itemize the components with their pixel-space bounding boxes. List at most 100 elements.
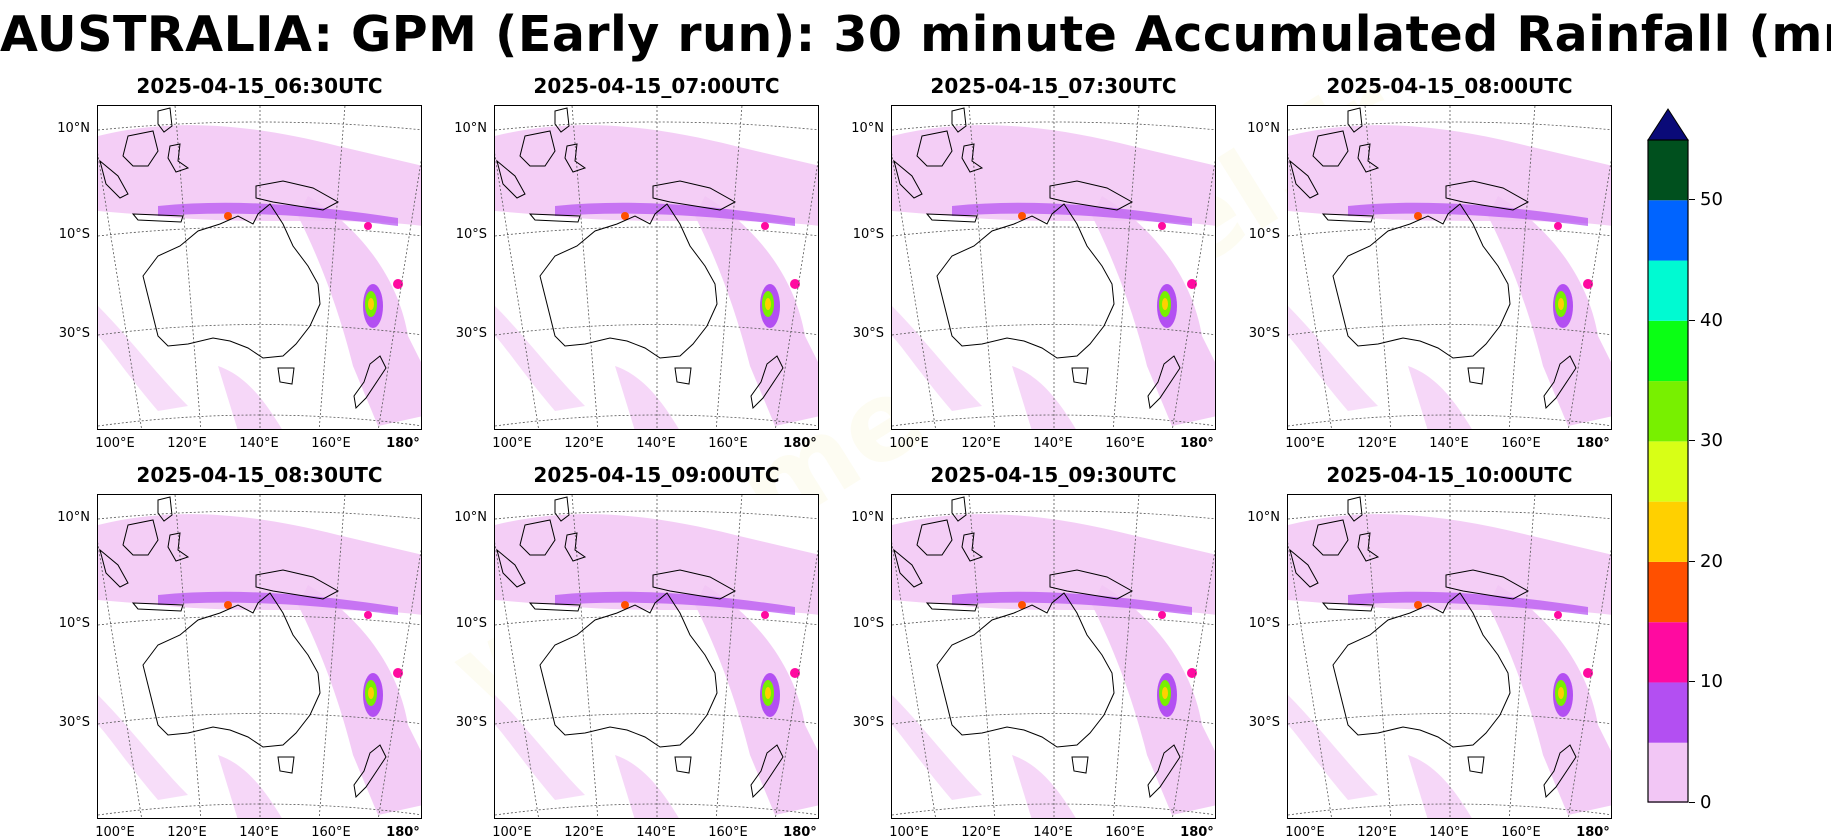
panel-title: 2025-04-15_06:30UTC bbox=[136, 74, 383, 98]
coastlines bbox=[496, 496, 784, 799]
longitude-label: 100°E bbox=[1285, 436, 1325, 451]
colorbar-bin bbox=[1648, 682, 1688, 743]
latitude-label: 10°S bbox=[1248, 227, 1280, 242]
latitude-label: 10°S bbox=[852, 227, 884, 242]
rainfall-map-panel bbox=[494, 494, 819, 819]
coastlines bbox=[1289, 107, 1577, 410]
colorbar-extend-arrow bbox=[1647, 108, 1689, 141]
colorbar-bin bbox=[1648, 561, 1688, 623]
longitude-label: 180° bbox=[1180, 825, 1214, 840]
longitude-label: 120°E bbox=[961, 825, 1001, 840]
latitude-label: 10°N bbox=[1247, 510, 1280, 525]
longitude-label: 160°E bbox=[311, 436, 351, 451]
latitude-label: 30°S bbox=[1248, 715, 1280, 730]
longitude-label: 180° bbox=[1576, 825, 1610, 840]
longitude-label: 100°E bbox=[889, 825, 929, 840]
latitude-label: 10°N bbox=[454, 121, 487, 136]
longitude-label: 140°E bbox=[636, 436, 676, 451]
panel-title: 2025-04-15_09:30UTC bbox=[930, 463, 1177, 487]
longitude-label: 100°E bbox=[1285, 825, 1325, 840]
latitude-label: 30°S bbox=[58, 326, 90, 341]
latitude-label: 10°N bbox=[851, 121, 884, 136]
longitude-label: 140°E bbox=[636, 825, 676, 840]
colorbar-tick-mark bbox=[1689, 319, 1695, 321]
graticule bbox=[98, 495, 421, 818]
longitude-label: 160°E bbox=[708, 436, 748, 451]
colorbar bbox=[1647, 108, 1689, 803]
latitude-label: 10°S bbox=[852, 616, 884, 631]
coastlines bbox=[893, 107, 1181, 410]
colorbar-tick-mark bbox=[1689, 440, 1695, 442]
colorbar-bin bbox=[1648, 140, 1688, 201]
longitude-label: 180° bbox=[386, 436, 420, 451]
longitude-label: 140°E bbox=[1429, 825, 1469, 840]
longitude-label: 100°E bbox=[95, 436, 135, 451]
longitude-label: 140°E bbox=[1033, 825, 1073, 840]
latitude-label: 30°S bbox=[455, 715, 487, 730]
latitude-label: 10°N bbox=[1247, 121, 1280, 136]
rainfall-field bbox=[892, 125, 1215, 429]
longitude-label: 140°E bbox=[239, 825, 279, 840]
longitude-label: 100°E bbox=[492, 436, 532, 451]
longitude-label: 160°E bbox=[1501, 436, 1541, 451]
longitude-label: 180° bbox=[1576, 436, 1610, 451]
longitude-label: 160°E bbox=[1501, 825, 1541, 840]
rainfall-map-panel bbox=[97, 105, 422, 430]
latitude-label: 10°N bbox=[454, 510, 487, 525]
latitude-label: 30°S bbox=[852, 715, 884, 730]
rainfall-map-panel bbox=[1287, 105, 1612, 430]
latitude-label: 10°S bbox=[455, 227, 487, 242]
longitude-label: 160°E bbox=[1105, 436, 1145, 451]
longitude-label: 120°E bbox=[167, 825, 207, 840]
coastlines bbox=[496, 107, 784, 410]
coastlines bbox=[1289, 496, 1577, 799]
longitude-label: 120°E bbox=[1357, 436, 1397, 451]
rainfall-map-panel bbox=[494, 105, 819, 430]
colorbar-bin bbox=[1648, 320, 1688, 382]
latitude-label: 10°S bbox=[455, 616, 487, 631]
colorbar-tick-label: 20 bbox=[1700, 550, 1723, 572]
colorbar-tick-mark bbox=[1689, 199, 1695, 201]
longitude-label: 100°E bbox=[95, 825, 135, 840]
chart-title: AUSTRALIA: GPM (Early run): 30 minute Ac… bbox=[0, 6, 1831, 63]
longitude-label: 120°E bbox=[1357, 825, 1397, 840]
colorbar-tick-label: 0 bbox=[1700, 792, 1712, 813]
colorbar-bin bbox=[1648, 441, 1688, 502]
colorbar-bin bbox=[1648, 381, 1688, 442]
latitude-label: 30°S bbox=[58, 715, 90, 730]
latitude-label: 30°S bbox=[1248, 326, 1280, 341]
graticule bbox=[892, 106, 1215, 429]
graticule bbox=[1288, 106, 1611, 429]
colorbar-tick-mark bbox=[1689, 560, 1695, 562]
rainfall-field bbox=[98, 125, 421, 429]
longitude-label: 100°E bbox=[492, 825, 532, 840]
longitude-label: 140°E bbox=[1033, 436, 1073, 451]
latitude-label: 30°S bbox=[852, 326, 884, 341]
rainfall-map-panel bbox=[1287, 494, 1612, 819]
longitude-label: 120°E bbox=[167, 436, 207, 451]
latitude-label: 10°S bbox=[58, 616, 90, 631]
longitude-label: 120°E bbox=[961, 436, 1001, 451]
panel-title: 2025-04-15_08:30UTC bbox=[136, 463, 383, 487]
graticule bbox=[495, 106, 818, 429]
colorbar-bin bbox=[1648, 622, 1688, 683]
longitude-label: 140°E bbox=[1429, 436, 1469, 451]
colorbar-bin bbox=[1648, 742, 1688, 803]
latitude-label: 10°N bbox=[851, 510, 884, 525]
colorbar-tick-mark bbox=[1689, 681, 1695, 683]
panel-title: 2025-04-15_09:00UTC bbox=[533, 463, 780, 487]
rainfall-map-panel bbox=[891, 494, 1216, 819]
longitude-label: 100°E bbox=[889, 436, 929, 451]
longitude-label: 180° bbox=[386, 825, 420, 840]
latitude-label: 10°S bbox=[1248, 616, 1280, 631]
rainfall-map-panel bbox=[97, 494, 422, 819]
panel-title: 2025-04-15_10:00UTC bbox=[1326, 463, 1573, 487]
panel-title: 2025-04-15_07:30UTC bbox=[930, 74, 1177, 98]
latitude-label: 10°S bbox=[58, 227, 90, 242]
colorbar-frame bbox=[1647, 139, 1689, 803]
longitude-label: 120°E bbox=[564, 825, 604, 840]
colorbar-tick-mark bbox=[1689, 802, 1695, 803]
longitude-label: 180° bbox=[783, 825, 817, 840]
graticule bbox=[495, 495, 818, 818]
longitude-label: 140°E bbox=[239, 436, 279, 451]
